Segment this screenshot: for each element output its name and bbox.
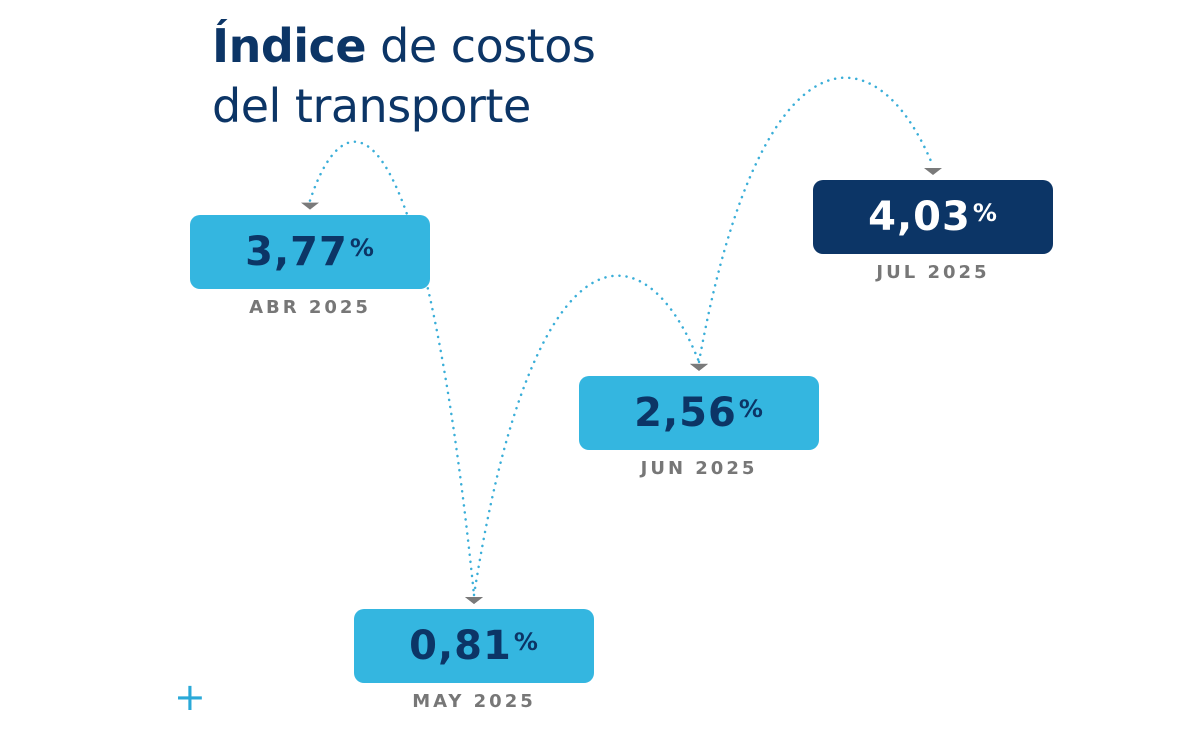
chart-title: Índice de costos del transporte bbox=[212, 16, 596, 136]
title-bold-word: Índice bbox=[212, 19, 367, 73]
arrowhead bbox=[690, 363, 708, 371]
percent-sign: % bbox=[513, 628, 539, 656]
value-label: 2,56 bbox=[634, 389, 737, 436]
title-rest: de costos bbox=[380, 19, 596, 73]
percent-sign: % bbox=[738, 394, 764, 423]
value-box: 4,03% bbox=[813, 180, 1053, 254]
percent-sign: % bbox=[972, 199, 998, 227]
value-label: 0,81 bbox=[409, 623, 512, 669]
arrowhead bbox=[465, 597, 483, 604]
value-box: 0,81% bbox=[354, 609, 594, 683]
data-point: 2,56% JUN 2025 bbox=[579, 375, 819, 479]
percent-sign: % bbox=[349, 233, 375, 262]
title-line-2: del transporte bbox=[212, 79, 531, 133]
month-label: JUL 2025 bbox=[876, 262, 990, 283]
connector-path bbox=[697, 76, 935, 364]
value-box: 3,77% bbox=[190, 214, 430, 289]
connector-path bbox=[308, 140, 476, 597]
month-label: ABR 2025 bbox=[249, 296, 371, 318]
data-point: 0,81% MAY 2025 bbox=[354, 609, 594, 712]
month-label: JUN 2025 bbox=[640, 457, 758, 479]
data-point: 3,77% ABR 2025 bbox=[190, 214, 430, 318]
month-label: MAY 2025 bbox=[412, 691, 536, 712]
arrowhead bbox=[924, 168, 942, 175]
title-line-1: Índice de costos bbox=[212, 16, 596, 76]
value-label: 3,77 bbox=[245, 228, 348, 275]
value-label: 4,03 bbox=[868, 194, 971, 240]
value-box: 2,56% bbox=[579, 375, 819, 450]
arrowhead bbox=[301, 202, 319, 210]
data-point: 4,03% JUL 2025 bbox=[813, 180, 1053, 283]
plus-icon: + bbox=[174, 675, 206, 719]
